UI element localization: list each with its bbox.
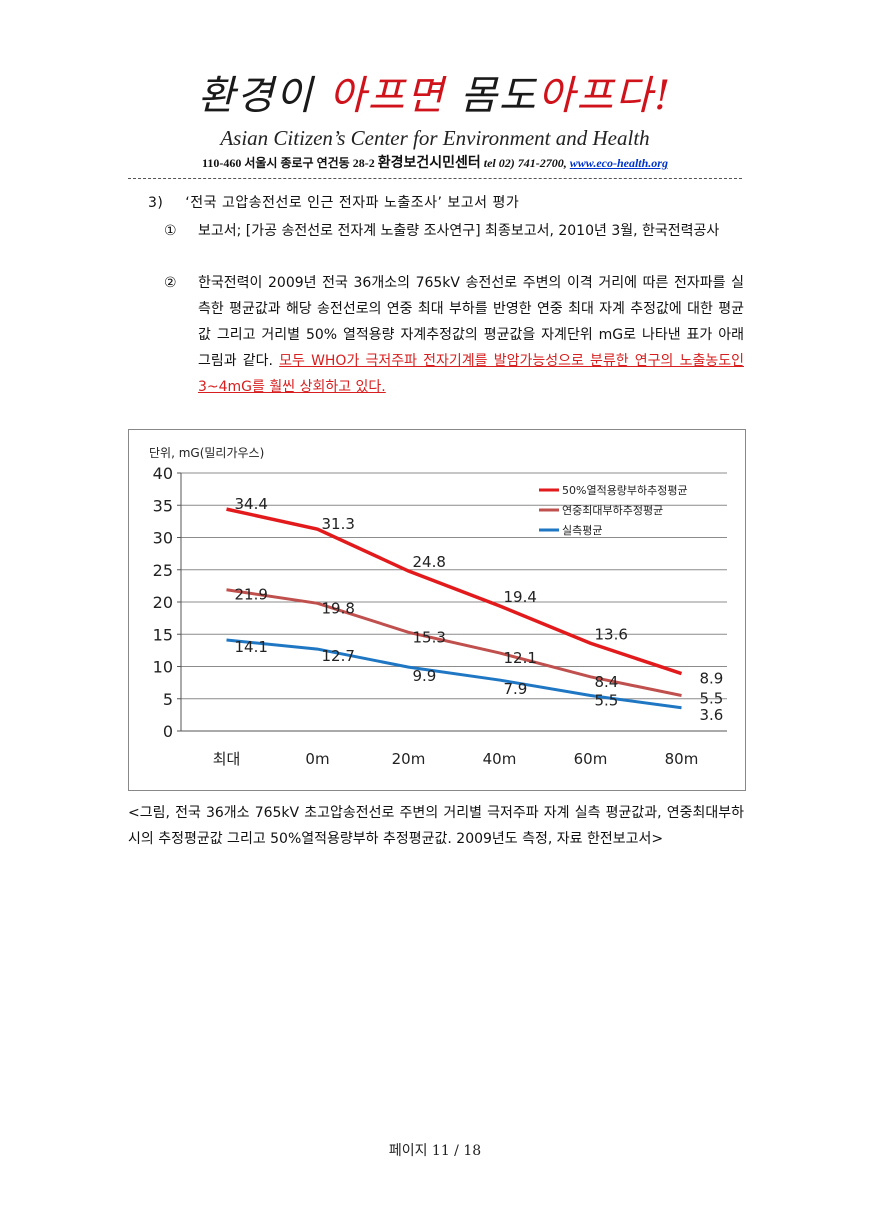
data-label: 13.6 [595,625,628,643]
data-label: 19.4 [504,588,537,606]
slogan-logo: 환경이 아프면 몸도아프다! [0,70,870,122]
y-tick-label: 0 [163,722,173,741]
list-marker: ① [164,223,177,239]
slogan-part-1: 환경이 [197,73,329,119]
x-tick-label: 0m [305,750,329,768]
y-tick-label: 30 [153,529,173,548]
legend-label: 실측평균 [562,524,602,537]
list-item-2: ② 한국전력이 2009년 전국 36개소의 765kV 송전선로 주변의 이격… [164,270,744,400]
line-chart: 단위, mG(밀리가우스) 0 5 10 15 20 25 30 35 40 최대 0m 20m 40m 6… [149,446,727,768]
data-label: 5.5 [595,692,619,710]
data-label: 5.5 [700,690,724,708]
section-title: ‘전국 고압송전선로 인근 전자파 노출조사’ 보고서 평가 [185,195,520,211]
legend-label: 연중최대부하추정평균 [562,503,663,517]
x-tick-label: 20m [392,750,426,768]
data-label: 12.1 [504,649,537,667]
data-label: 8.9 [700,670,724,688]
data-label: 19.8 [322,599,355,617]
data-label: 24.8 [413,553,446,571]
page-number: 페이지 11 / 18 [388,1143,482,1159]
data-label: 15.3 [413,628,446,646]
slogan-part-2: 아프면 [328,73,461,119]
data-label: 21.9 [235,586,268,604]
section-number: 3) [148,195,164,211]
series-line [226,507,683,676]
list-item-text: 보고서; [가공 송전선로 전자계 노출량 조사연구] 최종보고서, 2010년… [198,223,720,239]
y-axis-unit-label: 단위, mG(밀리가우스) [149,446,264,460]
section-heading: 3) ‘전국 고압송전선로 인근 전자파 노출조사’ 보고서 평가 [148,192,519,212]
series-line [226,588,682,697]
figure-caption: <그림, 전국 36개소 765kV 초고압송전선로 주변의 거리별 극저주파 … [128,805,744,847]
list-item-body: 한국전력이 2009년 전국 36개소의 765kV 송전선로 주변의 이격 거… [198,275,744,369]
header-divider [128,178,742,179]
list-marker: ② [164,275,177,291]
chart-container: 단위, mG(밀리가우스) 0 5 10 15 20 25 30 35 40 최대 0m 20m 40m 6… [128,429,746,791]
org-address-line: 110-460 서울시 종로구 연건동 28-2 환경보건시민센터 tel 02… [0,152,870,172]
website-link[interactable]: www.eco-health.org [569,156,668,170]
data-label: 31.3 [322,515,355,533]
highlighted-statement: 모두 WHO가 극저주파 전자기계를 발암가능성으로 분류한 연구의 노출농도인… [198,353,744,395]
org-english-name: Asian Citizen’s Center for Environment a… [220,126,650,150]
slogan-part-3: 몸도 [460,73,538,119]
x-tick-label: 40m [483,750,517,768]
data-label: 8.4 [595,673,619,691]
org-korean-name: 환경보건시민센터 [377,156,481,171]
data-label: 3.6 [700,706,724,724]
list-item-text: 한국전력이 2009년 전국 36개소의 765kV 송전선로 주변의 이격 거… [198,270,744,400]
list-item-1: ① 보고서; [가공 송전선로 전자계 노출량 조사연구] 최종보고서, 201… [164,218,744,244]
x-tick-label: 최대 [213,750,241,768]
slogan-part-4: 아프다! [537,73,673,119]
data-label: 34.4 [235,495,268,513]
y-tick-label: 25 [153,561,173,580]
phone-number: tel 02) 741-2700, [483,156,567,170]
y-tick-label: 10 [153,658,173,677]
x-tick-label: 80m [665,750,699,768]
y-tick-label: 20 [153,593,173,612]
series-line [226,638,682,710]
y-tick-label: 5 [163,690,173,709]
y-tick-label: 40 [153,464,173,483]
postal-address: 110-460 서울시 종로구 연건동 28-2 [202,156,375,170]
x-tick-label: 60m [574,750,608,768]
data-label: 14.1 [235,638,268,656]
y-tick-label: 15 [153,625,173,644]
data-label: 9.9 [413,667,437,685]
data-label: 7.9 [504,680,528,698]
legend-label: 50%열적용량부하추정평균 [562,483,688,497]
y-tick-label: 35 [153,496,173,515]
data-label: 12.7 [322,647,355,665]
